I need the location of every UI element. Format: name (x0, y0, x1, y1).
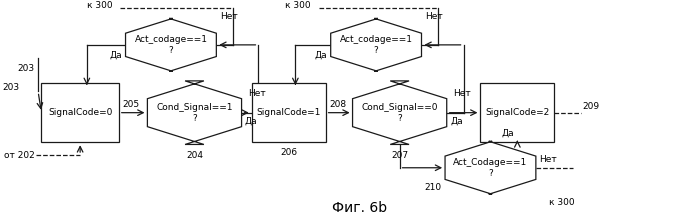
Text: 210: 210 (424, 183, 442, 192)
Text: Act_Codage==1
?: Act_Codage==1 ? (453, 158, 528, 178)
Text: SignalCode=0: SignalCode=0 (48, 108, 112, 117)
FancyBboxPatch shape (252, 83, 325, 142)
Text: 209: 209 (583, 102, 599, 111)
Text: Да: Да (109, 51, 122, 60)
FancyBboxPatch shape (41, 83, 118, 142)
Text: 205: 205 (122, 100, 139, 109)
Text: Нет: Нет (454, 89, 471, 98)
Text: Нет: Нет (425, 12, 443, 21)
Text: Да: Да (450, 117, 463, 126)
Text: Да: Да (501, 128, 514, 137)
Text: от 202: от 202 (3, 150, 34, 160)
Text: к 300: к 300 (285, 1, 311, 10)
Polygon shape (147, 81, 242, 145)
Text: Да: Да (245, 117, 258, 126)
Polygon shape (125, 18, 216, 71)
Text: 203: 203 (17, 64, 35, 73)
Text: 207: 207 (391, 150, 408, 160)
Text: 206: 206 (280, 148, 297, 158)
Text: Нет: Нет (539, 155, 557, 164)
Polygon shape (330, 18, 422, 71)
Text: Cond_Signal==0
?: Cond_Signal==0 ? (361, 103, 438, 123)
Text: к 300: к 300 (87, 1, 112, 10)
Text: Нет: Нет (248, 89, 266, 98)
Polygon shape (445, 141, 536, 194)
FancyBboxPatch shape (480, 83, 554, 142)
Text: Да: Да (315, 51, 328, 60)
Text: Cond_Signal==1
?: Cond_Signal==1 ? (156, 103, 233, 123)
Text: SignalCode=1: SignalCode=1 (256, 108, 321, 117)
Polygon shape (353, 81, 447, 145)
Text: Act_codage==1
?: Act_codage==1 ? (135, 35, 208, 55)
Text: 203: 203 (2, 83, 20, 92)
Text: к 300: к 300 (549, 198, 575, 207)
Text: Фиг. 6b: Фиг. 6b (332, 201, 387, 215)
Text: Act_codage==1
?: Act_codage==1 ? (339, 35, 413, 55)
Text: Нет: Нет (220, 12, 238, 21)
Text: SignalCode=2: SignalCode=2 (485, 108, 549, 117)
Text: 204: 204 (186, 150, 203, 160)
Text: 208: 208 (329, 100, 346, 109)
